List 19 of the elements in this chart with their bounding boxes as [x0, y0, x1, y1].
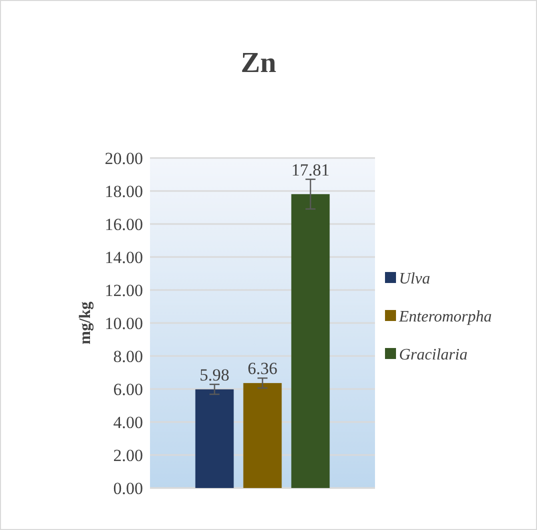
chart-title: Zn: [240, 47, 276, 79]
data-label: 17.81: [291, 160, 330, 180]
legend-label: Gracilaria: [399, 346, 468, 364]
y-tick-label: 10.00: [104, 314, 143, 333]
legend-label: Enteromorpha: [398, 308, 492, 326]
y-tick-label: 12.00: [104, 280, 143, 300]
y-tick-label: 4.00: [113, 412, 143, 432]
y-tick-label: 8.00: [113, 346, 143, 366]
y-axis-title: mg/kg: [77, 302, 94, 344]
y-tick-label: 18.00: [104, 182, 143, 201]
legend-label: Ulva: [399, 270, 430, 288]
data-label: 6.36: [248, 359, 278, 378]
y-tick-label: 14.00: [104, 248, 143, 267]
y-tick-label: 6.00: [113, 380, 143, 399]
y-tick-label: 2.00: [113, 446, 143, 465]
y-tick-label: 20.00: [104, 148, 143, 168]
data-label: 5.98: [200, 365, 230, 384]
y-tick-label: 16.00: [104, 214, 143, 234]
y-tick-label: 0.00: [113, 478, 143, 498]
